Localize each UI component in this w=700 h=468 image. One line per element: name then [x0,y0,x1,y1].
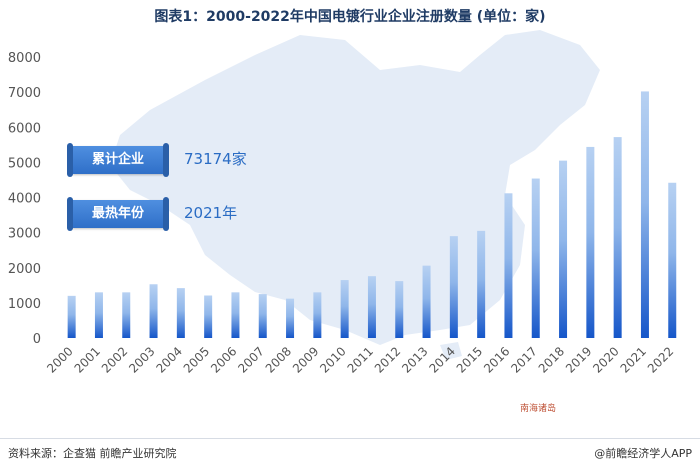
x-tick-label-2018: 2018 [536,344,567,375]
x-tick-label-2010: 2010 [317,344,348,375]
x-tick-label-2005: 2005 [181,344,212,375]
scroll-end-left-icon [67,143,73,177]
x-tick-label-2019: 2019 [563,344,594,375]
x-tick-label-2020: 2020 [590,344,621,375]
bar-2011 [367,276,376,338]
y-tick-label: 2000 [8,262,41,277]
bar-2013 [422,265,431,338]
bar-2001 [94,292,103,338]
bar-2017 [531,178,540,338]
bar-2022 [668,182,677,338]
bar-2014 [449,236,458,338]
x-tick-label-2009: 2009 [290,344,321,375]
x-tick-label-2011: 2011 [345,344,376,375]
bar-2004 [176,288,185,338]
bar-2010 [340,280,349,338]
x-tick-label-2006: 2006 [208,344,239,375]
y-tick-label: 6000 [8,121,41,136]
bar-2021 [640,91,649,338]
bar-2006 [231,292,240,338]
bar-2015 [477,230,486,338]
x-tick-label-2016: 2016 [481,344,512,375]
x-tick-label-2001: 2001 [72,344,103,375]
x-tick-label-2013: 2013 [399,344,430,375]
x-tick-label-2008: 2008 [263,344,294,375]
source-note: 资料来源：企查猫 前瞻产业研究院 [8,447,177,460]
bar-2009 [313,292,322,338]
x-tick-label-2012: 2012 [372,344,403,375]
brand-watermark: @前瞻经济学人APP [594,447,692,460]
x-tick-label-2004: 2004 [153,344,184,375]
chart-title: 图表1：2000-2022年中国电镀行业企业注册数量 (单位：家) [154,9,546,25]
scroll-end-right-icon [163,143,169,177]
hottest-year-value: 2021年 [184,204,238,222]
bar-2012 [395,281,404,338]
scroll-end-left-icon [67,197,73,231]
x-tick-label-2021: 2021 [618,344,649,375]
x-tick-label-2002: 2002 [99,344,130,375]
x-tick-label-2000: 2000 [44,344,75,375]
bar-2005 [204,295,213,338]
hainan-island [440,342,462,360]
y-tick-label: 0 [33,332,41,347]
bar-2003 [149,284,158,338]
x-tick-label-2017: 2017 [508,344,539,375]
bar-2008 [286,298,295,338]
footer: 资料来源：企查猫 前瞻产业研究院 @前瞻经济学人APP [0,438,700,468]
bar-2000 [67,295,76,338]
cumulative-companies-value: 73174家 [184,150,247,168]
bar-2007 [258,294,267,338]
bar-2019 [586,146,595,338]
hottest-year-label: 最热年份 [70,200,166,228]
x-tick-label-2003: 2003 [126,344,157,375]
y-tick-label: 5000 [8,156,41,171]
y-tick-label: 7000 [8,86,41,101]
bar-2016 [504,193,513,338]
south-china-sea-label: 南海诸岛 [520,402,556,414]
x-tick-label-2007: 2007 [235,344,266,375]
y-tick-label: 3000 [8,227,41,242]
scroll-end-right-icon [163,197,169,231]
x-tick-label-2022: 2022 [645,344,676,375]
y-tick-label: 8000 [8,51,41,66]
bar-2002 [122,292,131,338]
y-tick-label: 1000 [8,297,41,312]
bar-2018 [559,160,568,338]
y-tick-label: 4000 [8,192,41,207]
bar-2020 [613,137,622,338]
cumulative-companies-label: 累计企业 [70,146,166,174]
